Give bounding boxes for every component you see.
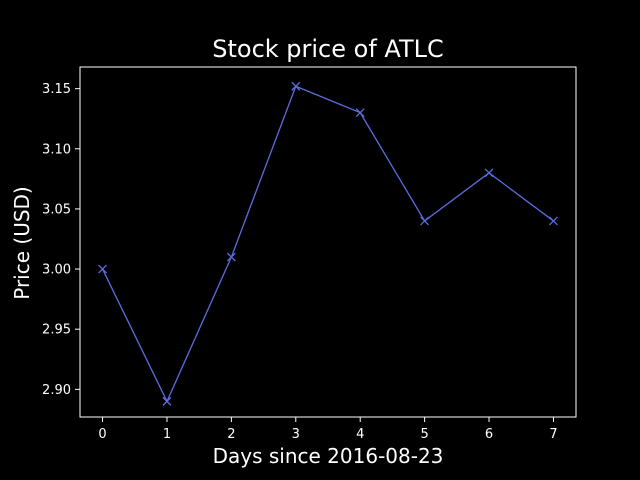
y-tick-label: 3.10 bbox=[42, 142, 71, 157]
chart-title: Stock price of ATLC bbox=[212, 35, 444, 63]
y-tick-label: 2.90 bbox=[42, 383, 71, 398]
x-tick-label: 7 bbox=[549, 427, 557, 442]
x-tick-label: 2 bbox=[227, 427, 235, 442]
x-tick-label: 0 bbox=[98, 427, 106, 442]
x-tick-label: 5 bbox=[420, 427, 428, 442]
x-tick-label: 3 bbox=[292, 427, 300, 442]
x-tick-label: 4 bbox=[356, 427, 364, 442]
x-axis-label: Days since 2016-08-23 bbox=[213, 444, 444, 468]
x-tick-label: 6 bbox=[485, 427, 493, 442]
y-tick-label: 3.00 bbox=[42, 263, 71, 278]
y-axis-label: Price (USD) bbox=[10, 186, 34, 300]
y-tick-label: 3.15 bbox=[42, 82, 71, 97]
y-tick-label: 3.05 bbox=[42, 202, 71, 217]
y-tick-label: 2.95 bbox=[42, 323, 71, 338]
x-tick-label: 1 bbox=[163, 427, 171, 442]
